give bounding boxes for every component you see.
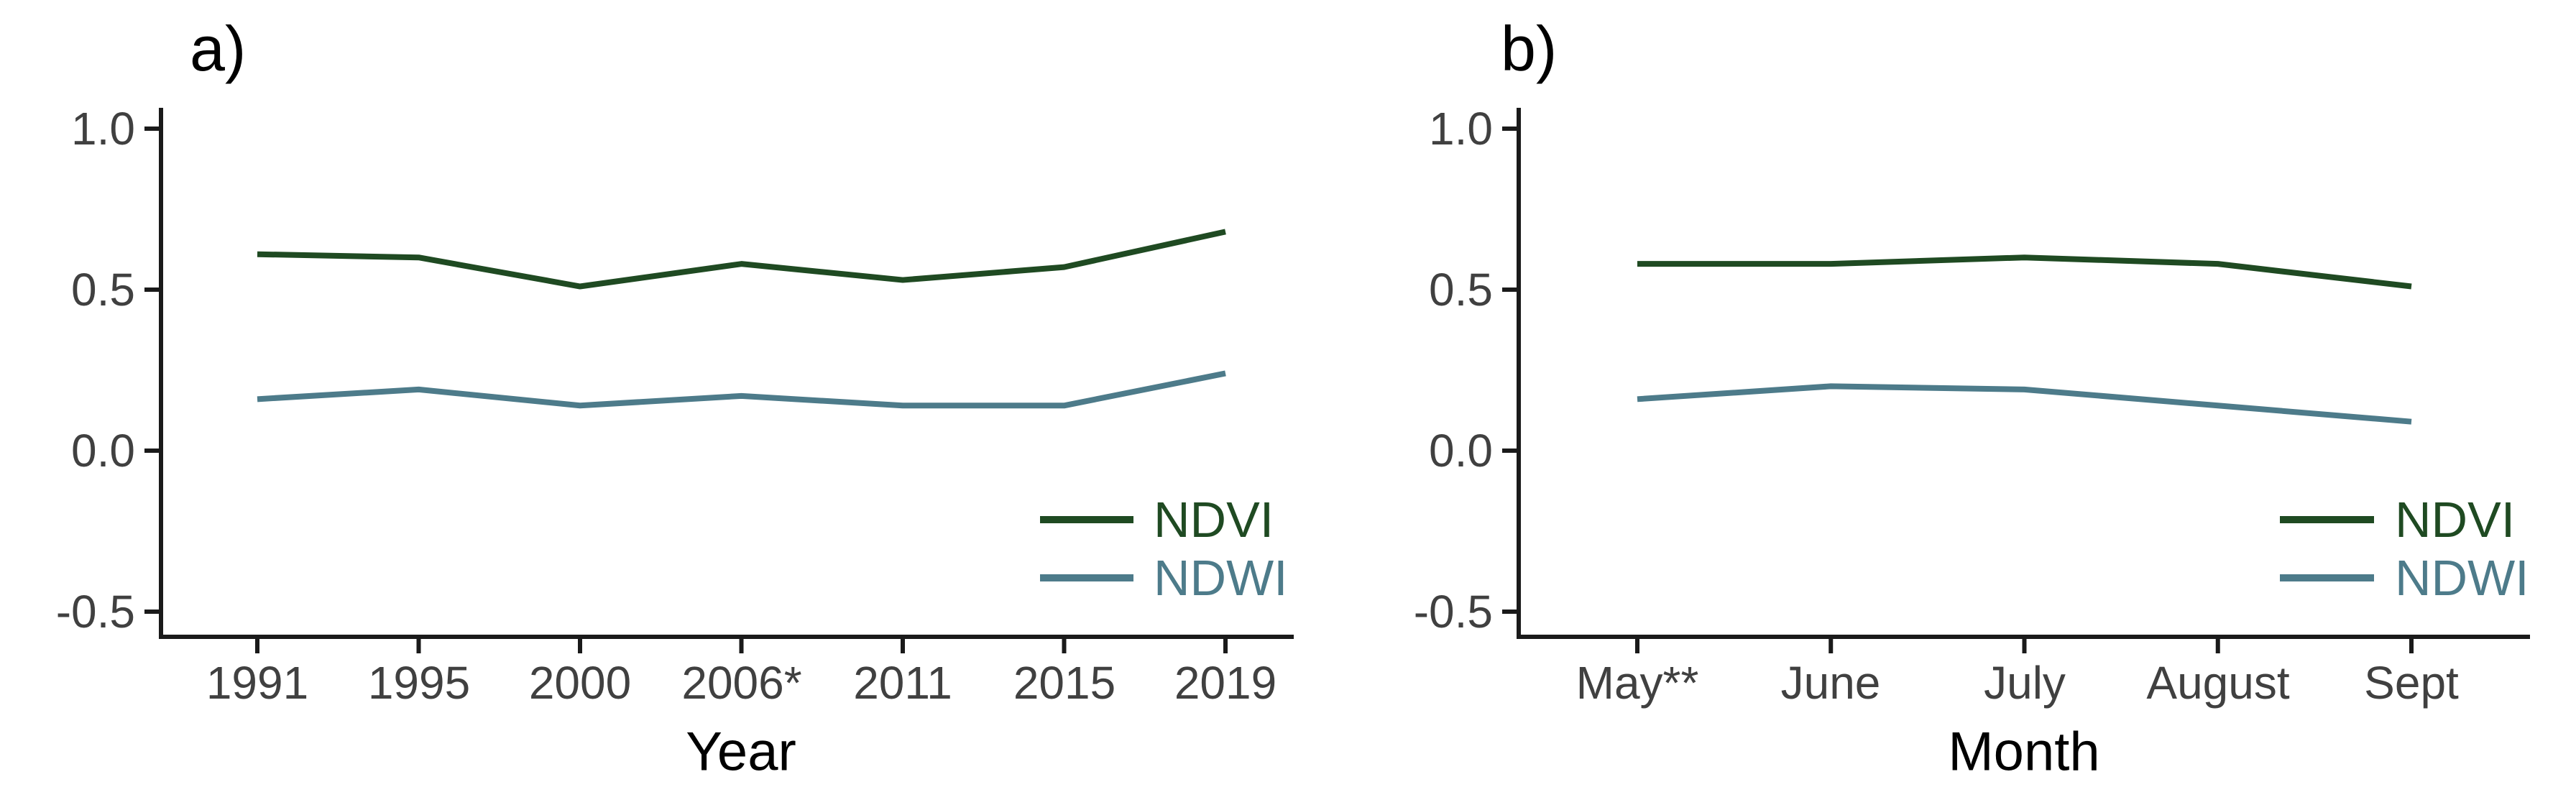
panel-a-xtick-2019: 2019 (1174, 657, 1276, 709)
panel-b: b) 1.0 0.5 0.0 -0.5 May** June July Augu… (1414, 13, 2530, 783)
panel-b-legend: NDVI NDWI (2280, 492, 2529, 606)
panel-a-xtick-2011: 2011 (853, 657, 952, 709)
panel-b-letter: b) (1501, 13, 1557, 84)
panel-b-ytick-1.0: 1.0 (1429, 103, 1493, 155)
panel-a-xtick-2000: 2000 (529, 657, 631, 709)
panel-b-x-axis-title: Month (1948, 722, 2099, 783)
panel-b-xtick-sept: Sept (2364, 657, 2459, 709)
panel-b-axes (1502, 108, 2530, 653)
ndwi-line (1637, 383, 2412, 425)
panel-a-ytick--0.5: -0.5 (56, 586, 135, 638)
panel-a-ytick-0.0: 0.0 (71, 425, 135, 477)
panel-b-ytick-0.5: 0.5 (1429, 264, 1493, 316)
panel-a-letter: a) (190, 13, 246, 84)
panel-b-xtick-july: July (1984, 657, 2066, 709)
ndwi-line (257, 370, 1226, 409)
panel-b-xtick-may: May** (1576, 657, 1699, 709)
panel-a-series-lines (257, 229, 1226, 409)
panel-b-ytick--0.5: -0.5 (1414, 586, 1493, 638)
panel-a-xtick-1991: 1991 (206, 657, 308, 709)
panel-b-xtick-august: August (2146, 657, 2289, 709)
panel-b-xtick-june: June (1781, 657, 1881, 709)
panel-b-ytick-0.0: 0.0 (1429, 425, 1493, 477)
panel-a: a) 1.0 0.5 0.0 -0.5 1991 1995 2000 2006*… (56, 13, 1294, 783)
panel-b-series-lines (1637, 254, 2412, 425)
legend-ndwi-label: NDWI (1154, 550, 1288, 606)
panel-a-axes (144, 108, 1294, 653)
panel-a-xtick-2015: 2015 (1013, 657, 1116, 709)
ndvi-line (257, 229, 1226, 290)
legend-ndvi-label: NDVI (1154, 492, 1274, 548)
panel-a-xtick-1995: 1995 (368, 657, 470, 709)
legend-ndvi-label: NDVI (2395, 492, 2515, 548)
legend-ndwi-label: NDWI (2395, 550, 2529, 606)
ndvi-line (1637, 254, 2412, 290)
panel-a-ytick-0.5: 0.5 (71, 264, 135, 316)
panel-a-x-axis-title: Year (686, 722, 796, 783)
panel-a-legend: NDVI NDWI (1040, 492, 1288, 606)
panel-a-xtick-2006: 2006* (681, 657, 801, 709)
panel-a-ytick-1.0: 1.0 (71, 103, 135, 155)
